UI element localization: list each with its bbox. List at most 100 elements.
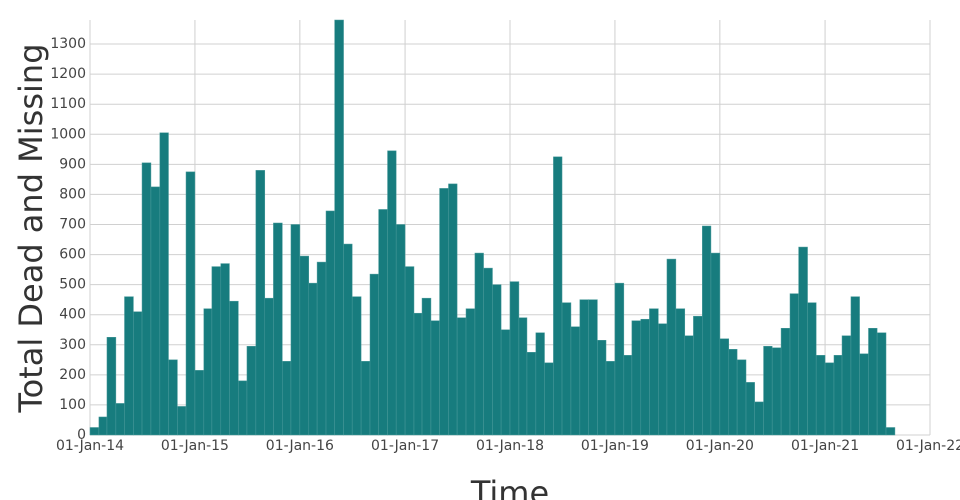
y-tick-label: 0 (77, 427, 86, 443)
bar (456, 317, 467, 436)
bar (106, 337, 117, 436)
bar (623, 355, 633, 436)
bar (229, 300, 239, 436)
bar (89, 427, 100, 436)
y-tick-label: 200 (59, 367, 86, 383)
bar (824, 362, 835, 436)
x-tick-label: 01-Jan-22 (896, 438, 960, 454)
bar (500, 329, 511, 436)
bar (185, 171, 196, 436)
bar (308, 282, 318, 436)
bar (597, 340, 607, 436)
bar (220, 263, 230, 436)
bar (885, 427, 896, 436)
bar (483, 267, 493, 436)
bar (194, 370, 205, 436)
bar (246, 346, 257, 436)
bar (316, 261, 327, 436)
bar (421, 297, 432, 436)
bar (404, 266, 415, 436)
bar (448, 183, 458, 436)
bar (675, 308, 686, 436)
bar (561, 302, 572, 436)
bar (736, 359, 747, 436)
y-tick-label: 700 (59, 216, 86, 232)
bar (150, 186, 161, 436)
bar (465, 308, 476, 436)
bar (859, 353, 869, 436)
bar (299, 255, 310, 436)
bar (666, 258, 677, 436)
bar (141, 162, 152, 436)
y-tick-label: 1100 (50, 96, 86, 112)
bar (771, 347, 782, 436)
bar (850, 296, 860, 436)
y-tick-label: 300 (59, 337, 86, 353)
x-tick-label: 01-Jan-16 (266, 438, 334, 454)
bar (211, 266, 222, 436)
bar (168, 359, 178, 436)
bar (439, 188, 449, 436)
y-tick-label: 1200 (50, 66, 86, 82)
y-tick-label: 1300 (50, 36, 86, 52)
bar (553, 156, 563, 436)
bar (115, 403, 125, 436)
y-tick-label: 900 (59, 156, 86, 172)
bar (430, 320, 440, 436)
bar (658, 323, 668, 436)
bar (763, 346, 773, 436)
bar (474, 252, 484, 436)
bar (238, 380, 248, 436)
bar (605, 361, 616, 436)
y-tick-label: 100 (59, 397, 86, 413)
bar (124, 296, 134, 436)
x-tick-label: 01-Jan-18 (476, 438, 544, 454)
bar (868, 327, 878, 436)
bar (640, 318, 650, 436)
x-tick-label: 01-Jan-21 (791, 438, 859, 454)
bar (351, 296, 362, 436)
bar (159, 132, 169, 436)
bar (395, 224, 406, 436)
bar (526, 352, 537, 436)
bar (369, 273, 379, 436)
bar (649, 308, 659, 436)
bar (282, 361, 292, 436)
bar (518, 317, 528, 436)
bar (780, 327, 791, 436)
y-tick-label: 600 (59, 247, 86, 263)
bar (378, 209, 388, 436)
bar (710, 252, 721, 436)
bar (177, 406, 187, 436)
bar (343, 243, 353, 436)
bar (264, 297, 274, 436)
y-axis-label: Total Dead and Missing (12, 43, 50, 413)
bar (203, 308, 213, 436)
bar (413, 312, 423, 436)
bar (98, 416, 108, 436)
y-tick-label: 500 (59, 277, 86, 293)
bar (570, 326, 581, 436)
bar (325, 210, 335, 436)
bar (334, 19, 344, 436)
y-tick-label: 400 (59, 307, 86, 323)
y-tick-label: 1000 (50, 126, 86, 142)
bar (807, 302, 817, 436)
bar (631, 320, 642, 436)
bar (614, 282, 625, 436)
bar (387, 150, 397, 436)
bar (509, 281, 520, 436)
bar (492, 284, 502, 436)
bar (719, 338, 730, 436)
bar (876, 332, 887, 436)
bar (133, 311, 143, 436)
x-axis-label: Time (470, 474, 549, 500)
bar (798, 246, 808, 436)
bar (273, 222, 283, 436)
bar (255, 170, 266, 436)
bar (360, 361, 371, 436)
x-tick-label: 01-Jan-20 (686, 438, 754, 454)
bar (535, 332, 545, 436)
x-tick-label: 01-Jan-17 (371, 438, 439, 454)
